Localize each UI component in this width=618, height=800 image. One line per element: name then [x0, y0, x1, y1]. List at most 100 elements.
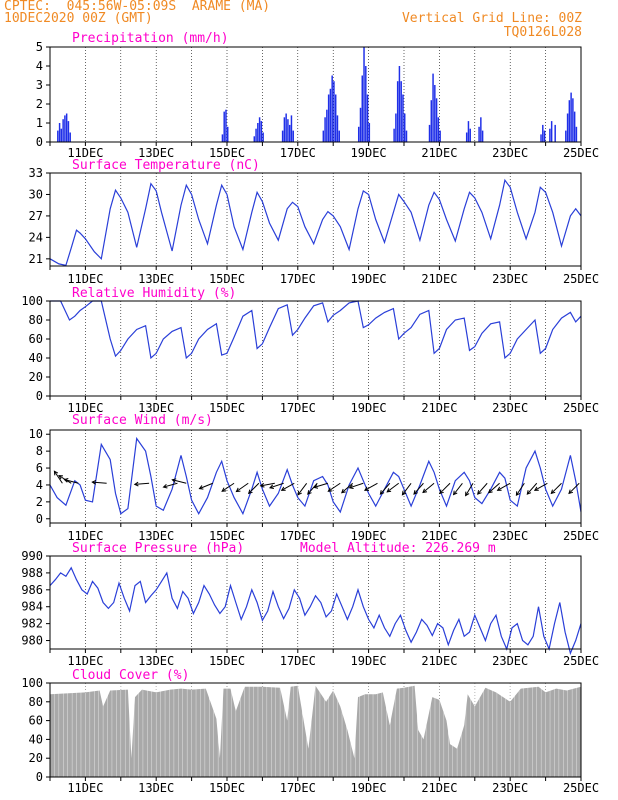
- wind-vector: [379, 482, 391, 495]
- temperature-line: [49, 178, 582, 266]
- precip-bar: [393, 128, 395, 142]
- pressure-title: Surface Pressure (hPa): [72, 541, 244, 556]
- wind-vector: [439, 482, 451, 495]
- precip-xtick-label: 21DEC: [421, 146, 457, 160]
- wind-vector-head: [280, 486, 286, 491]
- pressure-xtick-label: 11DEC: [67, 654, 103, 668]
- wind-vector-head: [515, 491, 521, 497]
- precip-bar: [365, 66, 367, 142]
- wind-vector: [422, 482, 435, 494]
- wind-vector-shaft: [53, 471, 63, 484]
- humidity-xtick-label: 21DEC: [421, 401, 457, 415]
- wind-vector: [133, 481, 150, 487]
- precip-bar: [568, 100, 571, 142]
- wind-vector-head: [307, 490, 312, 495]
- wind-ytick-label: 6: [36, 461, 43, 475]
- precip-bar: [565, 130, 567, 142]
- humidity-ytick-label: 40: [29, 351, 43, 365]
- temperature-xtick-label: 21DEC: [421, 272, 457, 286]
- humidity-xtick-label: 17DEC: [280, 401, 316, 415]
- precip-bar: [554, 124, 556, 142]
- wind-vector-head: [259, 482, 265, 488]
- precip-bar: [334, 94, 337, 142]
- temperature-xtick-label: 11DEC: [67, 272, 103, 286]
- temperature-ytick-label: 27: [29, 209, 43, 223]
- precip-ytick-label: 1: [36, 116, 43, 130]
- precip-bar: [255, 128, 257, 142]
- humidity-ytick-label: 60: [29, 332, 43, 346]
- wind-vector: [341, 482, 353, 494]
- wind-vector-shaft: [465, 483, 474, 496]
- wind-vector-head: [162, 483, 168, 489]
- wind-vector-shaft: [221, 482, 235, 492]
- wind-vector: [198, 482, 214, 490]
- precip-bar: [428, 124, 431, 142]
- wind-vector-shaft: [497, 482, 511, 491]
- humidity-ytick-label: 20: [29, 370, 43, 384]
- pressure-ytick-label: 980: [21, 634, 43, 648]
- wind-vector-shaft: [199, 482, 214, 490]
- precip-bar: [322, 130, 325, 142]
- precip-bar: [258, 117, 261, 142]
- wind-vector-shaft: [402, 482, 412, 496]
- wind-vector-shaft: [568, 482, 580, 494]
- wind-vector-shaft: [269, 482, 284, 489]
- wind-vector-shaft: [307, 482, 318, 495]
- precip-bar: [65, 113, 68, 142]
- humidity-ytick-label: 100: [21, 294, 43, 308]
- cloud-ytick-label: 0: [36, 770, 43, 784]
- precip-xtick-label: 17DEC: [280, 146, 316, 160]
- temperature-xtick-label: 19DEC: [351, 272, 387, 286]
- wind-vector: [465, 483, 474, 497]
- precip-xtick-label: 15DEC: [209, 146, 245, 160]
- wind-vector: [171, 478, 187, 484]
- precip-bar: [575, 126, 578, 142]
- precip-bar: [333, 81, 335, 142]
- cloud-ytick-label: 80: [29, 695, 43, 709]
- precip-bar: [287, 119, 289, 142]
- temperature-title: Surface Temperature (nC): [72, 158, 260, 173]
- precip-bar: [327, 94, 330, 142]
- wind-vector: [452, 482, 463, 496]
- precip-bar: [67, 121, 70, 142]
- wind-vector-shaft: [313, 482, 329, 488]
- wind-vector: [533, 482, 548, 491]
- precip-bar: [550, 121, 553, 142]
- precip-bar: [400, 81, 402, 142]
- wind-vector: [53, 470, 63, 484]
- precip-bar: [285, 113, 287, 142]
- precip-bar: [368, 123, 371, 142]
- precip-bar: [439, 130, 441, 142]
- cloud-xtick-label: 15DEC: [209, 781, 245, 795]
- precip-bar: [288, 124, 291, 142]
- pressure-xtick-label: 21DEC: [421, 654, 457, 668]
- pressure-ytick-label: 982: [21, 617, 43, 631]
- cloud-xtick-label: 19DEC: [351, 781, 387, 795]
- wind-vector: [259, 482, 275, 488]
- wind-ytick-label: 0: [36, 512, 43, 526]
- wind-vector: [280, 482, 295, 491]
- cloud-ytick-label: 60: [29, 714, 43, 728]
- precip-bar: [543, 130, 546, 142]
- precip-bar: [402, 94, 404, 142]
- wind-vector-head: [413, 490, 418, 495]
- wind-ytick-label: 4: [36, 478, 43, 492]
- temperature-xtick-label: 17DEC: [280, 272, 316, 286]
- wind-vector: [413, 482, 424, 495]
- wind-vector: [327, 482, 341, 492]
- pressure-frame: [49, 555, 582, 650]
- precip-bar: [480, 117, 482, 142]
- wind-vector-head: [171, 478, 177, 483]
- wind-vector-shaft: [550, 482, 562, 494]
- wind-vector: [526, 482, 538, 495]
- wind-vector-head: [63, 478, 69, 483]
- humidity-xtick-label: 19DEC: [351, 401, 387, 415]
- pressure-ytick-label: 990: [21, 549, 43, 563]
- wind-vector: [235, 482, 249, 493]
- precip-bar: [361, 75, 363, 142]
- precip-bar: [398, 66, 401, 142]
- wind-vector: [313, 482, 329, 489]
- wind-vector-shaft: [281, 482, 295, 491]
- wind-vector: [487, 482, 500, 494]
- precip-xtick-label: 25DEC: [563, 146, 599, 160]
